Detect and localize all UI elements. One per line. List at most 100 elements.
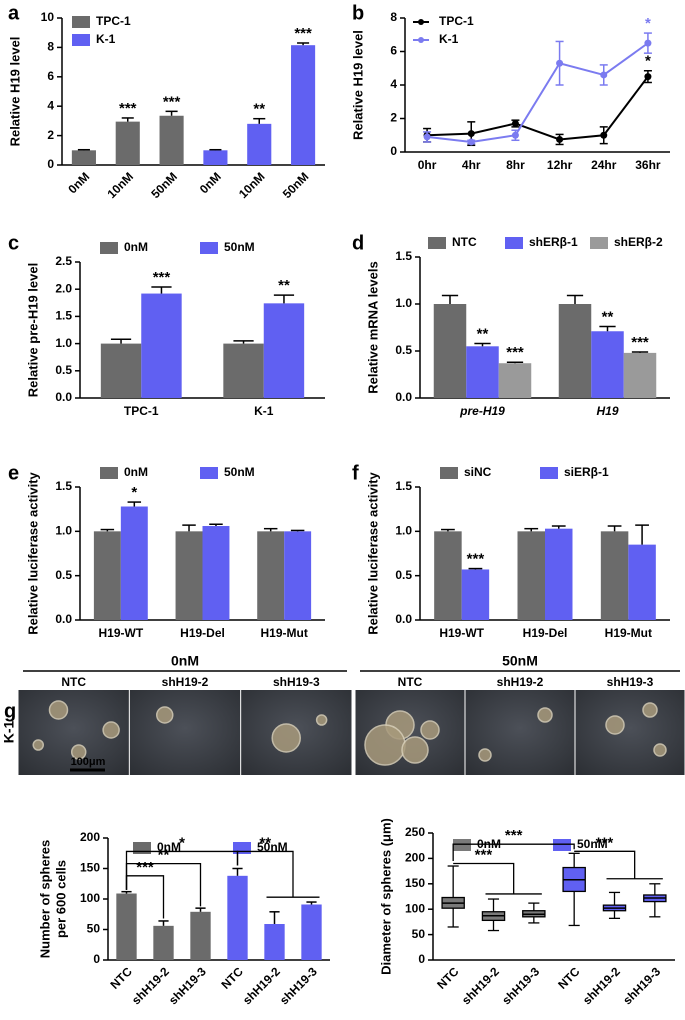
y-axis-label: Number of spheres bbox=[37, 840, 52, 958]
x-tick-label: TPC-1 bbox=[124, 404, 159, 418]
y-tick-label: 4 bbox=[390, 77, 397, 91]
marker bbox=[511, 131, 519, 139]
y-tick-label: 1.5 bbox=[55, 309, 72, 323]
legend-label: 0nM bbox=[124, 465, 148, 479]
y-tick-label: 2 bbox=[47, 128, 54, 142]
significance-label: ** bbox=[253, 101, 265, 118]
panel-label: f bbox=[352, 462, 359, 484]
row-label: K-1 bbox=[1, 721, 17, 744]
y-tick-label: 1.5 bbox=[395, 249, 412, 263]
y-tick-label: 1.0 bbox=[395, 296, 412, 310]
significance-label: ** bbox=[278, 277, 290, 294]
y-tick-label: 200 bbox=[405, 851, 425, 865]
legend-swatch bbox=[590, 237, 608, 249]
significance-label: * bbox=[645, 15, 651, 32]
significance-label: * bbox=[131, 484, 137, 501]
sphere bbox=[605, 715, 625, 735]
bar bbox=[545, 528, 573, 620]
x-tick-label: 8hr bbox=[506, 158, 525, 172]
y-tick-label: 250 bbox=[405, 825, 425, 839]
y-tick-label: 1.5 bbox=[395, 479, 412, 493]
legend-label: shERβ-1 bbox=[529, 235, 578, 249]
legend-label: 50nM bbox=[224, 465, 255, 479]
y-tick-label: 1.5 bbox=[55, 479, 72, 493]
x-tick-label: shH19-3 bbox=[620, 964, 663, 1007]
bar bbox=[301, 904, 322, 960]
sphere bbox=[271, 723, 301, 753]
bar bbox=[116, 893, 137, 960]
legend-swatch bbox=[505, 237, 523, 249]
column-label: shH19-2 bbox=[162, 675, 209, 689]
legend-label: TPC-1 bbox=[439, 14, 474, 28]
x-tick-label: 4hr bbox=[462, 158, 481, 172]
significance-label: * bbox=[179, 834, 185, 851]
column-label: shH19-2 bbox=[497, 675, 544, 689]
y-axis-label: Relative H19 level bbox=[350, 30, 365, 140]
bar bbox=[591, 331, 624, 398]
micrograph bbox=[575, 690, 685, 775]
legend-label: siERβ-1 bbox=[564, 465, 609, 479]
significance-label: *** bbox=[506, 344, 524, 361]
panel-label: d bbox=[352, 232, 364, 254]
bar bbox=[623, 352, 657, 398]
y-tick-label: 0.0 bbox=[55, 612, 72, 626]
y-tick-label: 0.0 bbox=[395, 390, 412, 404]
legend-label: 50nM bbox=[577, 837, 608, 851]
legend-label: K-1 bbox=[96, 32, 116, 46]
y-tick-label: 100 bbox=[405, 901, 425, 915]
y-tick-label: 0.0 bbox=[55, 390, 72, 404]
group-title: 50nM bbox=[502, 653, 538, 669]
bar bbox=[291, 45, 316, 165]
column-label: shH19-3 bbox=[607, 675, 654, 689]
legend-marker bbox=[418, 37, 424, 43]
y-tick-label: 4 bbox=[47, 98, 54, 112]
x-tick-label: NTC bbox=[219, 964, 247, 992]
y-tick-label: 200 bbox=[80, 830, 100, 844]
legend-swatch bbox=[100, 242, 118, 254]
x-tick-label: shH19-3 bbox=[166, 964, 209, 1007]
sphere bbox=[315, 714, 328, 726]
y-tick-label: 0.5 bbox=[395, 343, 412, 357]
significance-label: *** bbox=[467, 551, 485, 568]
legend-swatch bbox=[553, 839, 571, 851]
sphere bbox=[70, 744, 87, 760]
y-tick-label: 1.0 bbox=[395, 524, 412, 538]
sphere bbox=[478, 748, 492, 762]
x-tick-label: H19-Mut bbox=[260, 626, 307, 640]
y-tick-label: 6 bbox=[47, 69, 54, 83]
bar bbox=[558, 304, 592, 398]
x-tick-label: H19-WT bbox=[439, 626, 484, 640]
bracket bbox=[453, 862, 515, 894]
y-tick-label: 50 bbox=[87, 922, 101, 936]
significance-label: ** bbox=[477, 325, 489, 342]
bar bbox=[434, 531, 462, 620]
sphere bbox=[364, 724, 406, 766]
legend-label: 50nM bbox=[224, 240, 255, 254]
bar bbox=[227, 875, 248, 960]
bar bbox=[153, 925, 174, 960]
bracket bbox=[236, 850, 294, 898]
micrograph bbox=[129, 690, 241, 775]
x-tick-label: 24hr bbox=[591, 158, 617, 172]
x-tick-label: shH19-2 bbox=[240, 964, 283, 1007]
legend-label: TPC-1 bbox=[96, 14, 131, 28]
y-tick-label: 1.0 bbox=[55, 524, 72, 538]
bar bbox=[223, 343, 264, 398]
y-tick-label: 2.0 bbox=[55, 281, 72, 295]
marker bbox=[556, 59, 564, 67]
x-tick-label: 0nM bbox=[197, 169, 224, 196]
x-tick-label: shH19-3 bbox=[277, 964, 320, 1007]
x-tick-label: K-1 bbox=[254, 404, 274, 418]
legend-swatch bbox=[200, 242, 218, 254]
legend-swatch bbox=[233, 842, 251, 854]
y-tick-label: 0.5 bbox=[395, 568, 412, 582]
bar bbox=[264, 924, 285, 960]
marker bbox=[467, 130, 475, 138]
y-axis-label: Relative H19 level bbox=[7, 37, 22, 147]
bar bbox=[433, 304, 467, 398]
x-tick-label: 10nM bbox=[105, 169, 137, 201]
line bbox=[426, 42, 649, 143]
significance-label: *** bbox=[475, 846, 493, 863]
legend-label: 0nM bbox=[157, 840, 181, 854]
